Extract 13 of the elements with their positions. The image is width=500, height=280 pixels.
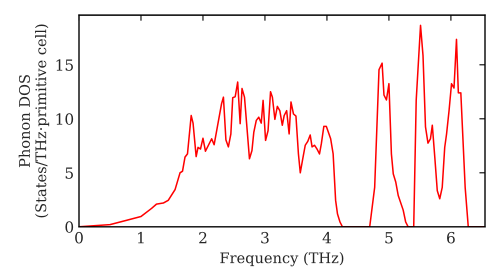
y-tick-label: 0: [65, 221, 74, 233]
x-tick-label: 3: [261, 232, 269, 244]
x-tick-label: 6: [447, 232, 455, 244]
y-tick-label: 5: [66, 167, 73, 179]
y-axis-title: Phonon DOS (States/THz·primitive cell): [18, 24, 50, 218]
x-tick-label: 1: [138, 232, 144, 244]
x-axis-title: Frequency (THz): [220, 252, 344, 266]
x-tick-label: 5: [385, 232, 393, 244]
y-tick-label: 10: [56, 113, 74, 125]
y-tick-label: 15: [56, 59, 73, 71]
x-tick-label: 4: [322, 232, 332, 244]
x-tick-label: 0: [75, 232, 83, 244]
x-tick-label: 2: [199, 232, 206, 244]
